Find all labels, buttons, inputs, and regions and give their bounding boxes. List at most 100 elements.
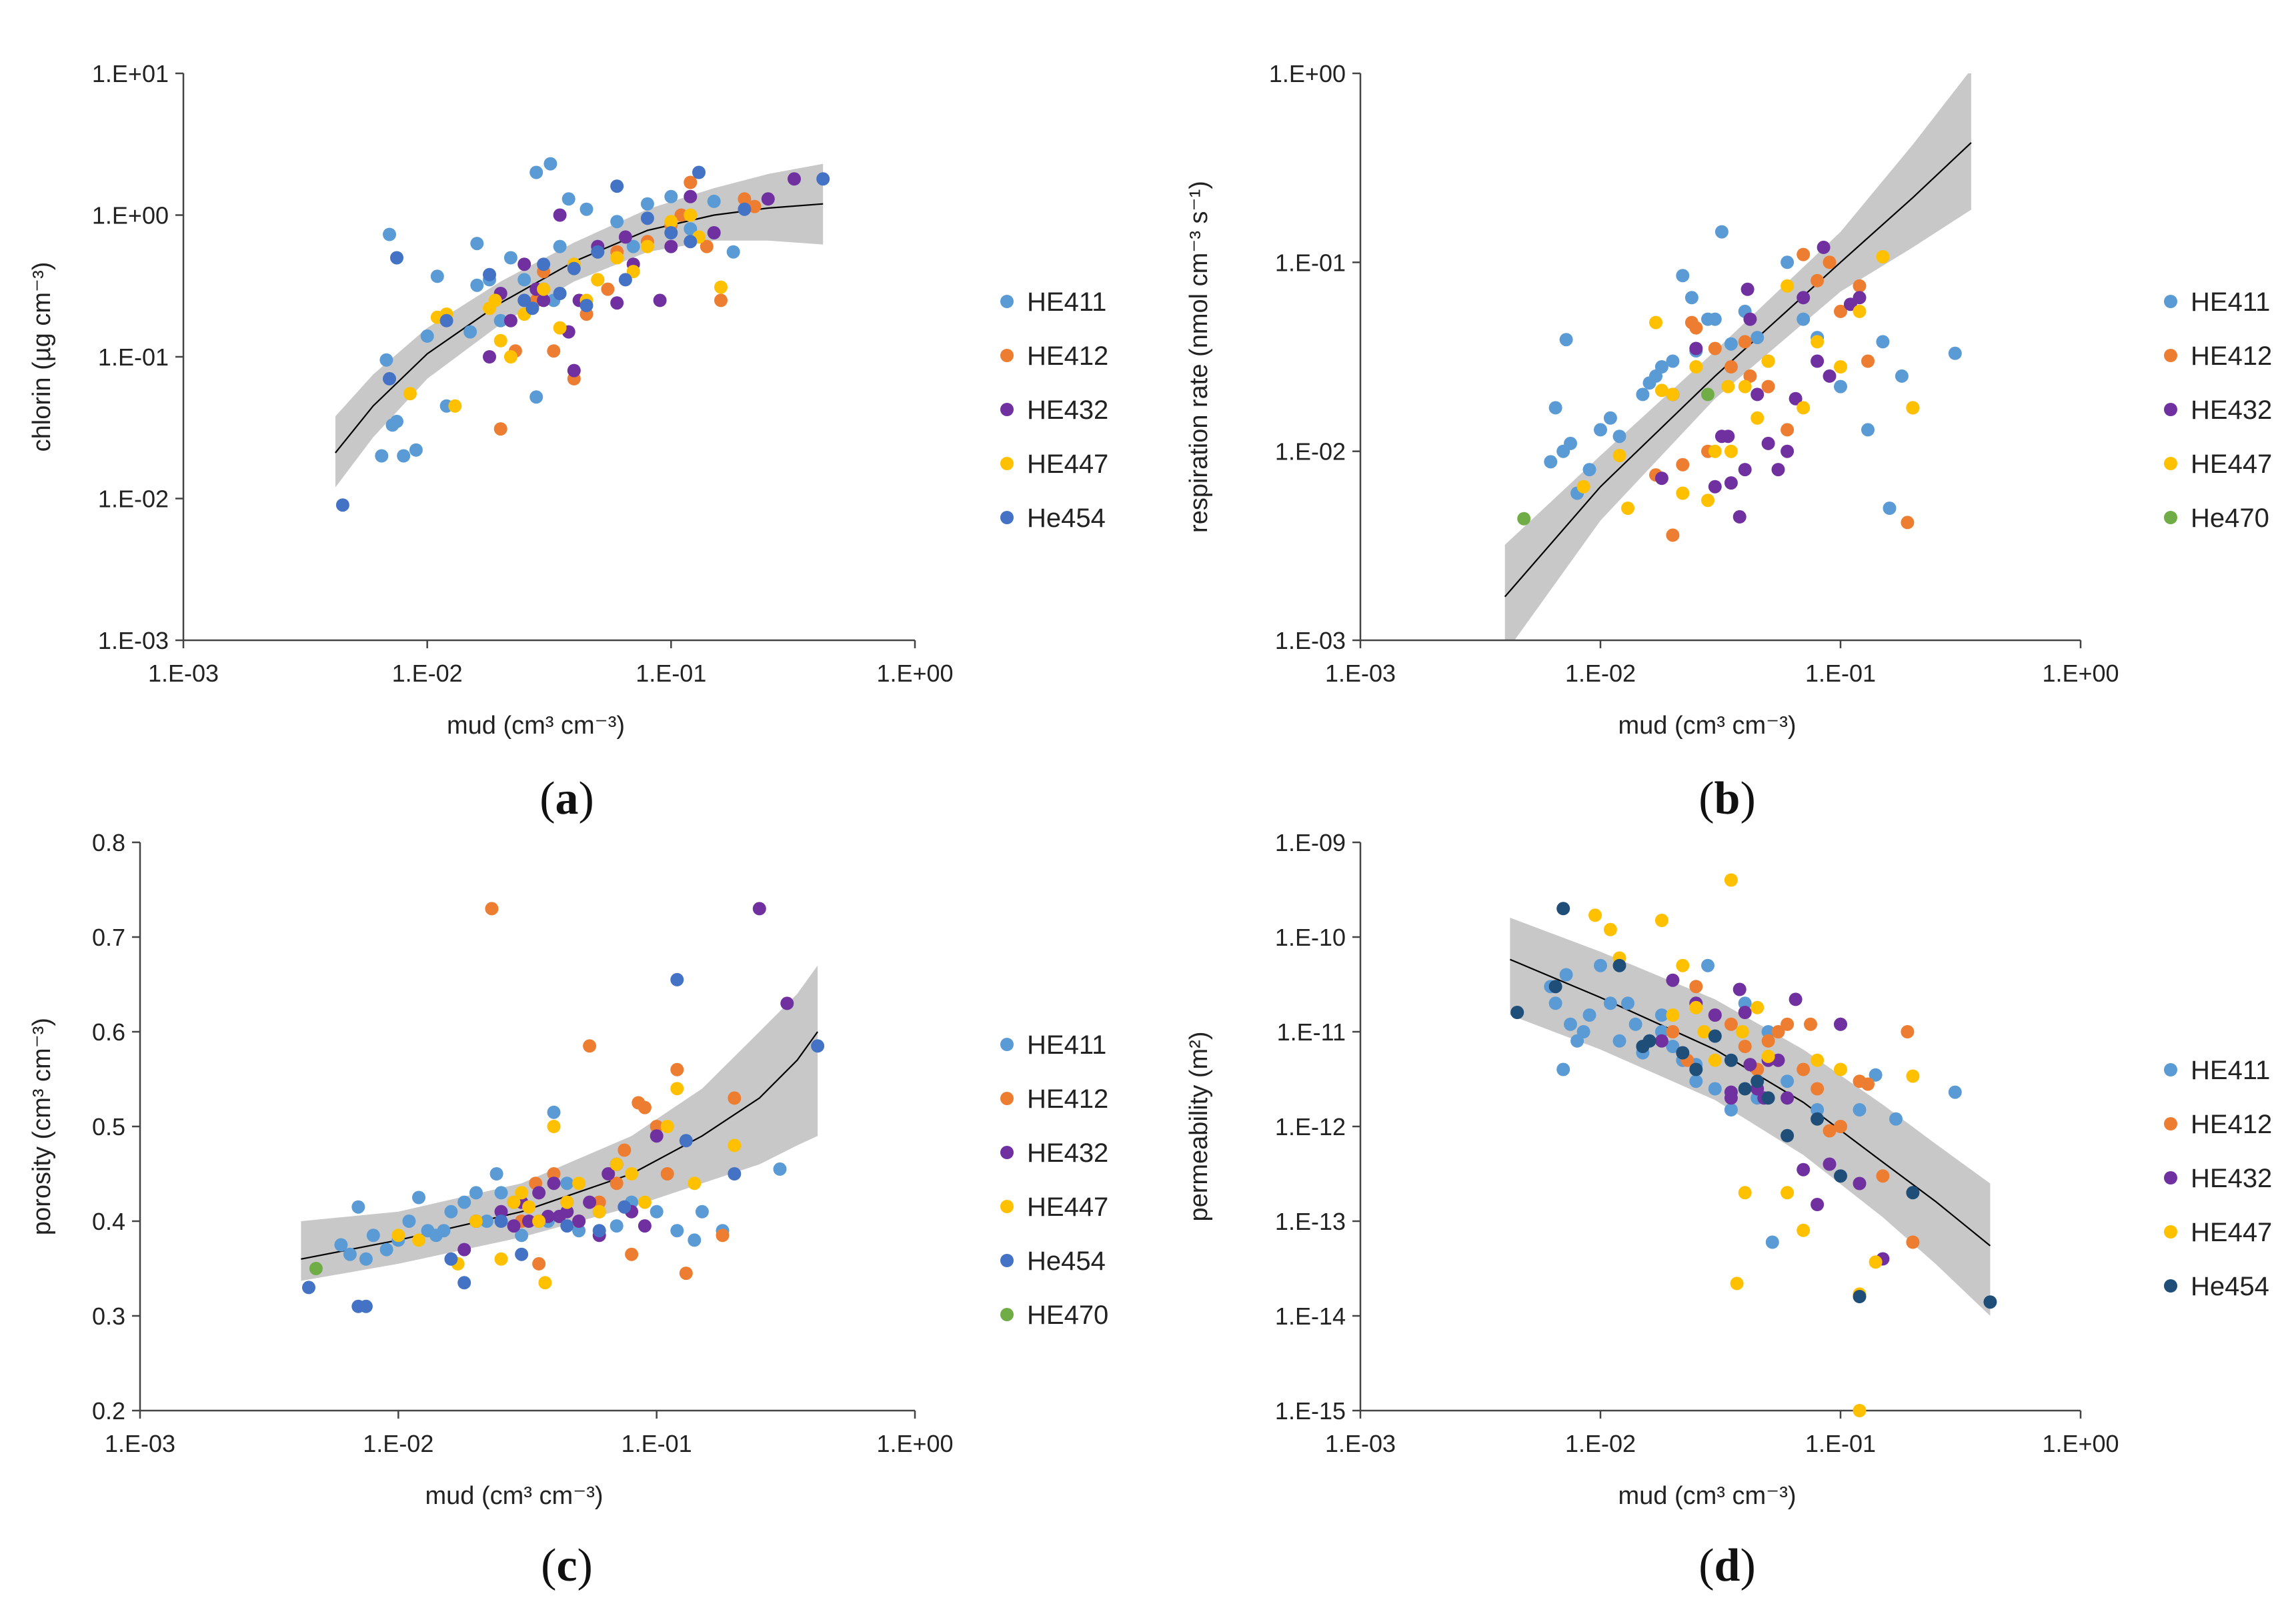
data-point-he411 <box>1811 1103 1825 1116</box>
data-point-he447 <box>1761 1049 1775 1063</box>
data-point-he411 <box>650 1205 664 1219</box>
y-tick-label: 0.2 <box>92 1397 125 1425</box>
x-tick-label: 1.E-03 <box>148 660 219 687</box>
data-point-he447 <box>625 1167 639 1180</box>
data-point-he412 <box>1901 1025 1915 1038</box>
data-point-he432 <box>653 293 667 307</box>
data-point-he412 <box>1761 379 1775 393</box>
data-point-he447 <box>1853 1404 1867 1417</box>
data-point-he412 <box>679 1267 693 1281</box>
y-tick-label: 1.E+01 <box>92 60 169 87</box>
x-tick-label: 1.E-02 <box>363 1430 433 1457</box>
data-point-he454 <box>1853 1290 1867 1303</box>
data-point-he411 <box>515 1229 529 1243</box>
data-point-he447 <box>1906 401 1920 415</box>
data-point-he412 <box>700 239 714 253</box>
data-point-he447 <box>469 1215 483 1228</box>
data-point-he432 <box>1834 1017 1847 1031</box>
data-point-he447 <box>1708 444 1722 458</box>
data-point-he432 <box>494 1205 508 1219</box>
y-tick-label: 1.E-14 <box>1275 1303 1346 1330</box>
data-point-he411 <box>1628 1017 1642 1031</box>
legend-label-he432: HE432 <box>2191 395 2272 425</box>
data-point-he411 <box>1603 996 1617 1010</box>
data-point-he432 <box>1811 354 1825 368</box>
data-point-he432 <box>1743 1058 1757 1072</box>
data-point-he411 <box>1654 1025 1668 1038</box>
data-point-he447 <box>448 399 462 413</box>
data-point-he411 <box>560 1176 574 1190</box>
legend-label-he411: HE411 <box>2191 287 2270 317</box>
data-point-he447 <box>664 215 678 229</box>
data-point-he411 <box>543 157 557 171</box>
legend-label-he447: HE447 <box>2191 450 2272 479</box>
legend-marker-he447 <box>1000 457 1014 470</box>
data-point-he454 <box>811 1039 825 1053</box>
y-tick-label: 0.3 <box>92 1303 125 1330</box>
x-axis-label: mud (cm³ cm⁻³) <box>425 1482 603 1510</box>
data-point-he411 <box>773 1162 787 1176</box>
data-point-he447 <box>1781 1186 1795 1200</box>
panel-label: (b) <box>1698 773 1756 824</box>
confidence-band <box>1504 73 1971 640</box>
data-point-he447 <box>1834 1062 1847 1076</box>
data-point-he447 <box>1876 250 1890 263</box>
data-point-he411 <box>1666 1040 1680 1053</box>
data-point-he432 <box>503 313 517 327</box>
data-point-he411 <box>493 313 507 327</box>
data-point-he411 <box>412 1190 425 1205</box>
data-point-he411 <box>1676 269 1690 283</box>
data-point-he411 <box>610 1219 624 1233</box>
data-point-he454 <box>444 1252 458 1266</box>
data-point-he412 <box>1684 315 1698 329</box>
legend-label-he447: HE447 <box>1027 450 1108 479</box>
data-point-he411 <box>1708 1082 1722 1096</box>
data-point-he412 <box>1666 1025 1680 1038</box>
data-point-he447 <box>1738 1186 1752 1200</box>
chart-panel-d: 1.E-03 1.E-02 1.E-01 1.E+00 1.E-15 1.E-14 1.E-… <box>1185 829 2272 1591</box>
data-point-he411 <box>379 1243 393 1257</box>
data-point-he447 <box>488 293 502 307</box>
data-point-he411 <box>469 1186 483 1200</box>
data-point-he412 <box>674 208 688 222</box>
data-point-he412 <box>532 1257 546 1271</box>
data-point-he447 <box>1621 502 1634 515</box>
data-point-he412 <box>670 1062 684 1076</box>
data-point-he412 <box>1724 360 1738 373</box>
data-point-he411 <box>1544 455 1558 469</box>
data-point-he411 <box>1559 968 1573 982</box>
data-point-he454 <box>1761 1091 1775 1105</box>
data-point-he412 <box>618 1143 632 1157</box>
x-tick-label: 1.E-01 <box>636 660 706 687</box>
data-point-he411 <box>457 1195 471 1209</box>
y-axis-label: permeability (m²) <box>1185 1031 1213 1221</box>
data-point-he447 <box>553 321 567 335</box>
data-point-he454 <box>679 1134 693 1148</box>
legend-label-he470: He470 <box>2191 504 2269 533</box>
data-point-he411 <box>529 390 543 404</box>
data-point-he447 <box>493 333 507 347</box>
data-point-he411 <box>489 1167 503 1180</box>
data-point-he411 <box>572 1224 586 1238</box>
data-point-he432 <box>1654 472 1668 486</box>
y-tick-label: 1.E-10 <box>1275 924 1346 951</box>
data-point-he432 <box>1654 1034 1668 1048</box>
data-point-he454 <box>610 179 624 193</box>
x-tick-label: 1.E-01 <box>1805 660 1876 687</box>
data-point-he432 <box>1721 430 1735 444</box>
data-point-he412 <box>1804 1017 1817 1031</box>
data-point-he411 <box>1621 996 1634 1010</box>
data-point-he432 <box>1797 1162 1811 1176</box>
data-point-he411 <box>366 1229 380 1243</box>
y-tick-label: 1.E-12 <box>1275 1113 1346 1140</box>
data-point-he432 <box>707 226 721 239</box>
legend-marker-he432 <box>2164 403 2177 416</box>
legend-label-he411: HE411 <box>1027 1030 1106 1060</box>
data-point-he432 <box>684 189 698 203</box>
data-point-he454 <box>1510 1006 1524 1019</box>
data-point-he432 <box>1733 982 1747 996</box>
data-point-he411 <box>397 449 411 463</box>
data-point-he411 <box>343 1247 357 1261</box>
data-point-he447 <box>1701 494 1714 508</box>
